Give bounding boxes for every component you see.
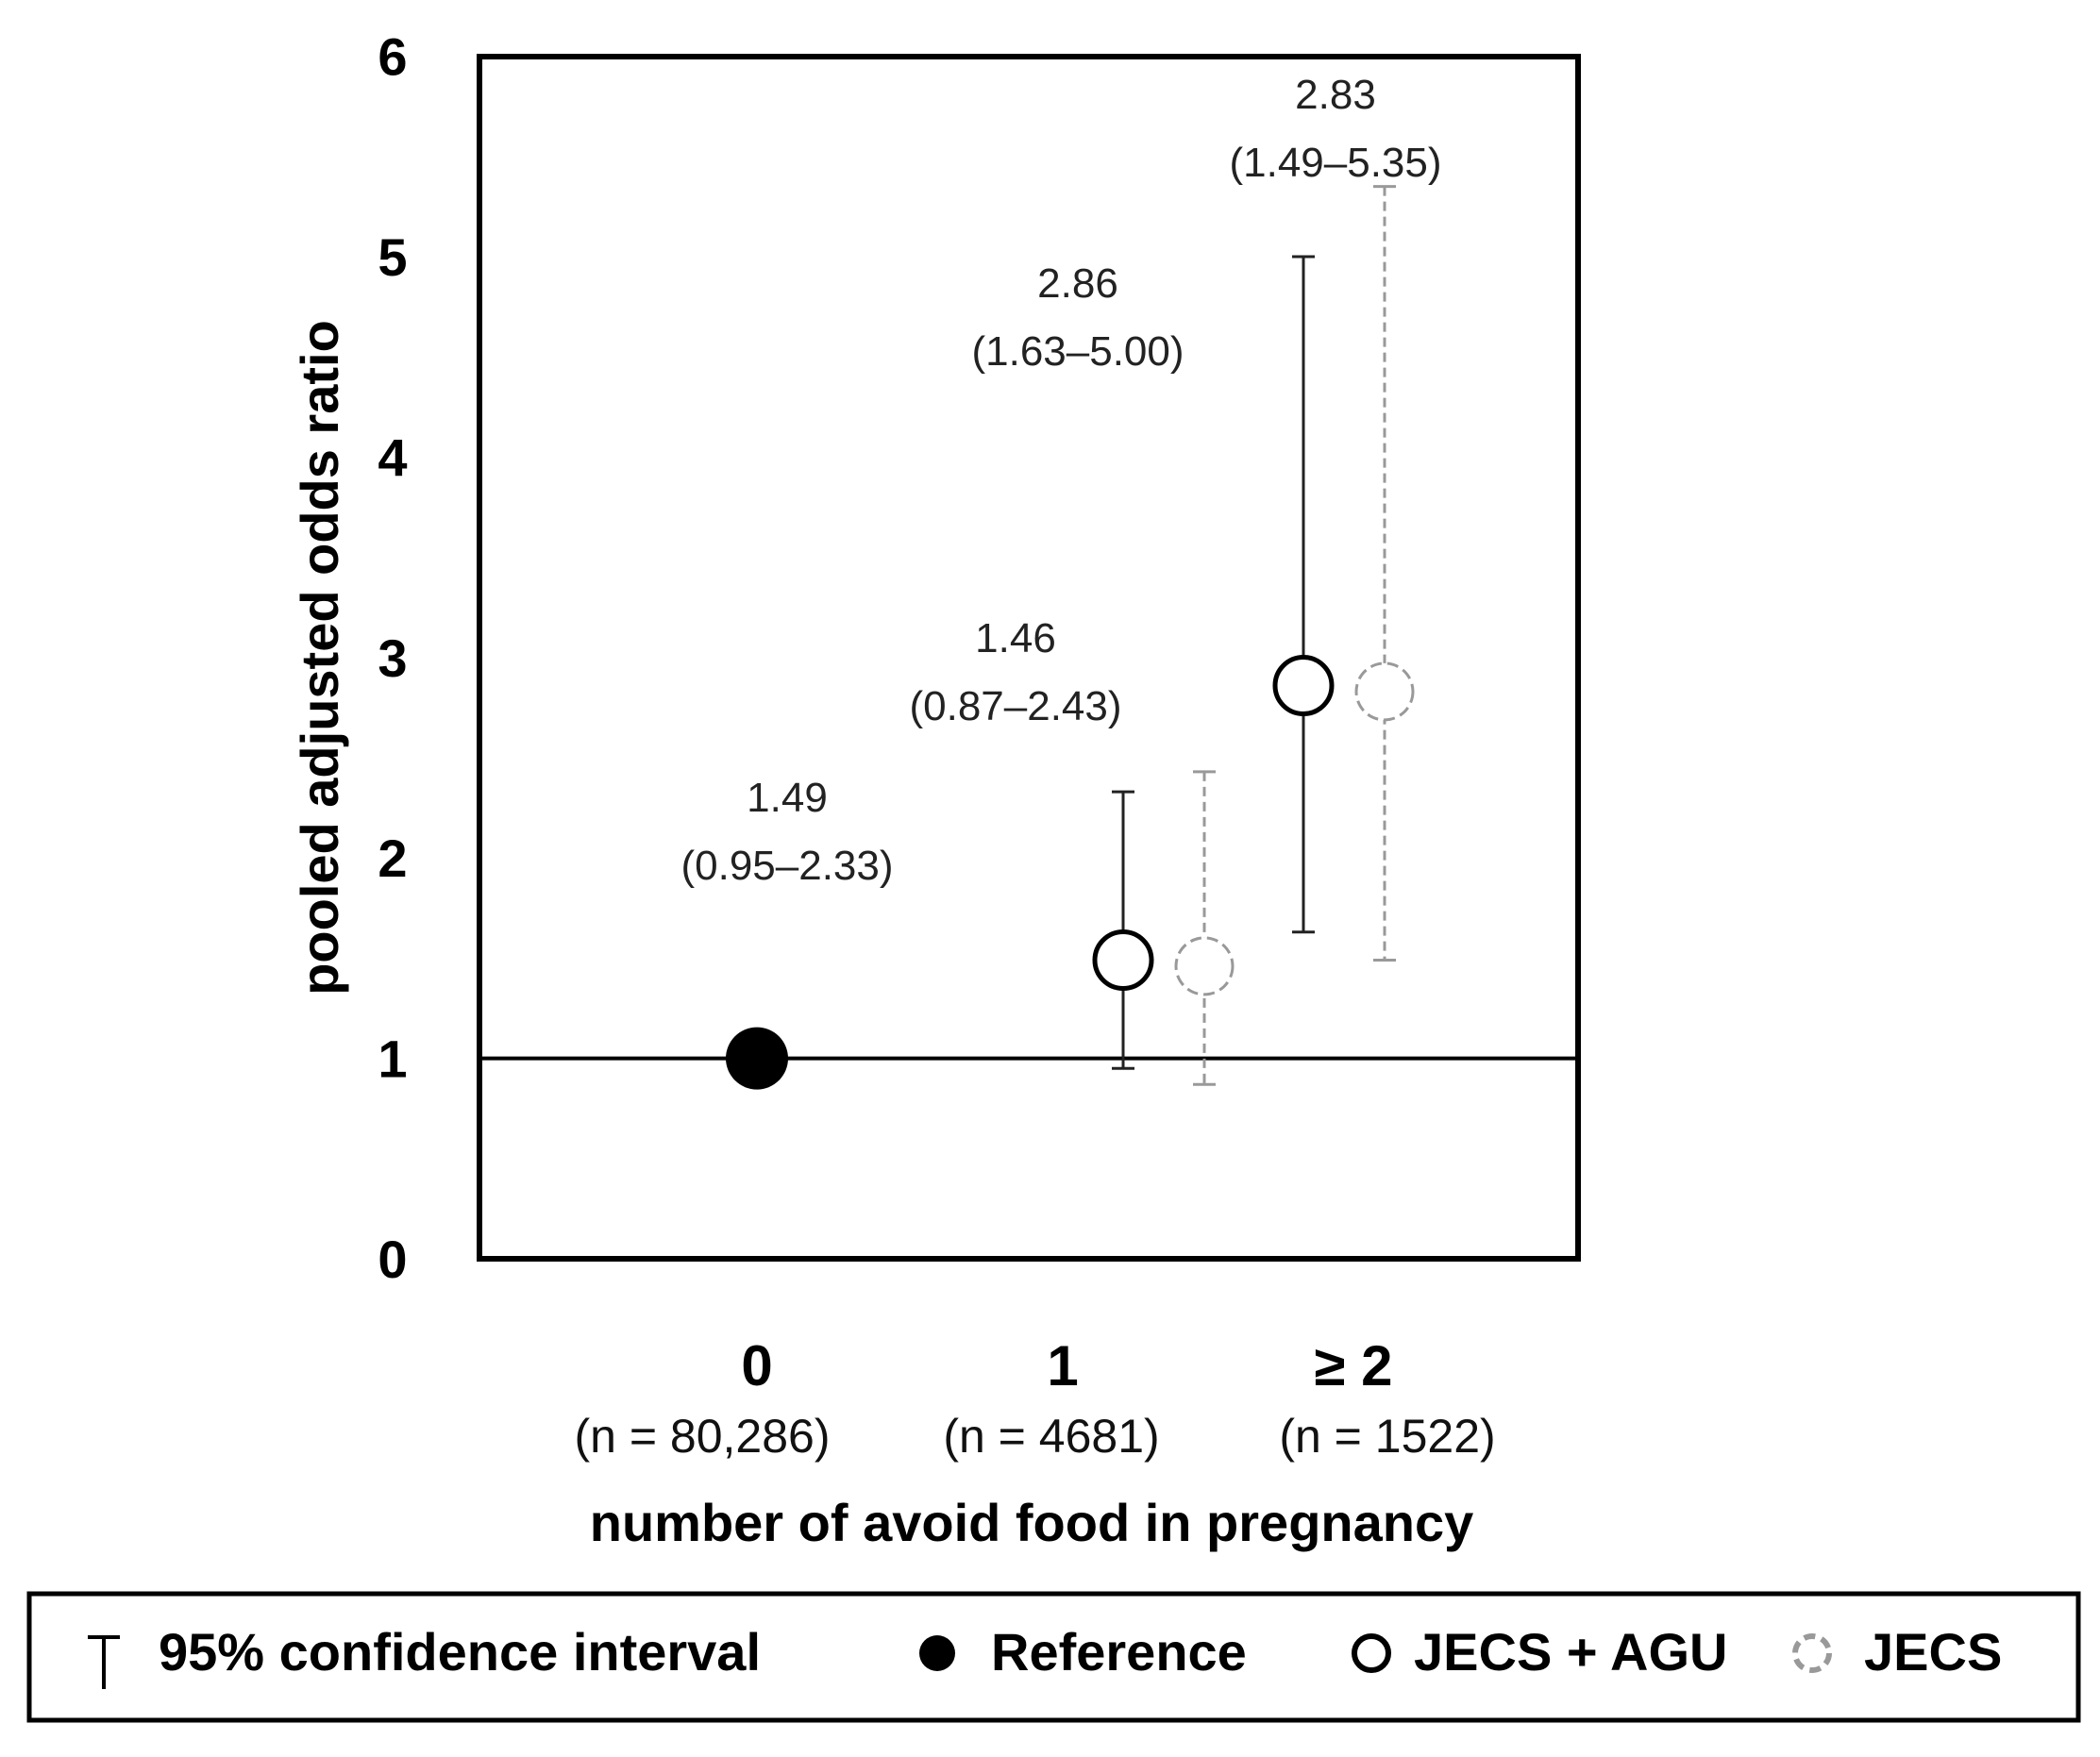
legend-ci-label: 95% confidence interval [159, 1622, 761, 1682]
ci-label: (0.87–2.43) [909, 683, 1121, 729]
jecs-agu-point [1092, 929, 1154, 992]
legend-reference-label: Reference [991, 1622, 1247, 1682]
y-tick-label: 2 [378, 828, 407, 888]
y-tick-label: 1 [378, 1029, 407, 1089]
y-axis-title: pooled adjusted odds ratio [290, 320, 349, 996]
ci-label: (1.49–5.35) [1229, 140, 1441, 186]
x-category-label: ≥ 2 [1315, 1334, 1393, 1397]
legend-jecs-label: JECS [1864, 1622, 2002, 1682]
ci-label: (1.63–5.00) [971, 328, 1184, 375]
y-tick-label: 6 [378, 27, 407, 87]
y-tick-label: 0 [378, 1230, 407, 1289]
legend: 95% confidence interval Reference JECS +… [26, 1591, 2081, 1723]
jecs-agu-legend-icon [1352, 1633, 1391, 1673]
estimate-label: 2.83 [1295, 72, 1376, 118]
x-category-label: 1 [1047, 1334, 1078, 1397]
estimate-label: 1.46 [975, 615, 1056, 661]
x-category-n-label: (n = 80,286) [574, 1410, 830, 1463]
jecs-agu-point [1272, 655, 1335, 717]
jecs-point [1174, 936, 1235, 996]
y-tick-label: 3 [378, 628, 407, 688]
reference-point [726, 1027, 788, 1090]
ci-legend-icon [88, 1635, 120, 1689]
estimate-label: 1.49 [747, 775, 828, 821]
x-category-n-label: (n = 1522) [1279, 1410, 1495, 1463]
jecs-legend-icon [1792, 1633, 1832, 1673]
y-tick-label: 5 [378, 227, 407, 287]
ci-label: (0.95–2.33) [680, 843, 893, 889]
jecs-point [1354, 661, 1415, 722]
plot-frame [477, 54, 1581, 1262]
estimate-label: 2.86 [1037, 260, 1118, 307]
y-tick-label: 4 [378, 427, 407, 487]
legend-jecs-agu-label: JECS + AGU [1414, 1622, 1727, 1682]
reference-legend-icon [919, 1635, 955, 1671]
x-category-n-label: (n = 4681) [943, 1410, 1159, 1463]
x-axis-title: number of avoid food in pregnancy [590, 1493, 1474, 1552]
legend-frame [26, 1591, 2081, 1723]
x-category-label: 0 [741, 1334, 772, 1397]
